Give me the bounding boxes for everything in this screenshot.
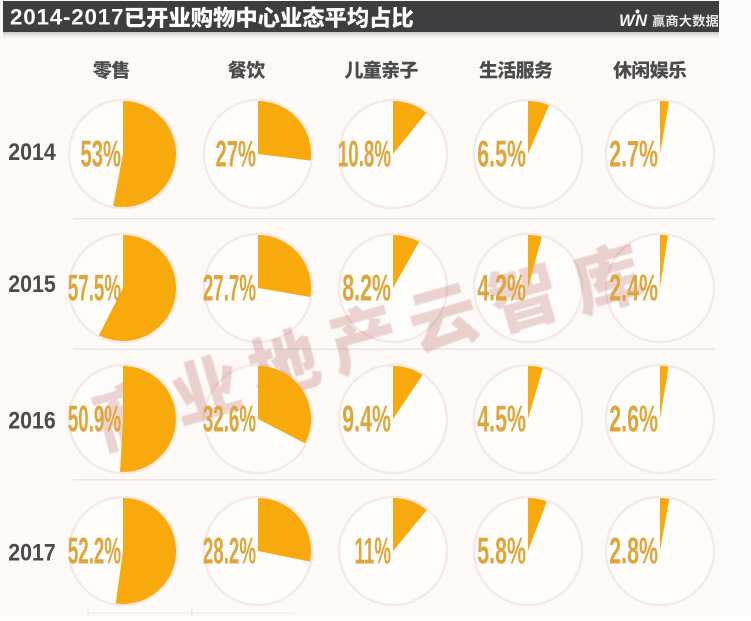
svg-text:2014: 2014 xyxy=(8,138,56,165)
svg-text:10.8%: 10.8% xyxy=(338,134,391,176)
svg-text:2016: 2016 xyxy=(8,406,55,433)
svg-text:2.6%: 2.6% xyxy=(609,398,658,440)
svg-text:53%: 53% xyxy=(80,134,121,175)
svg-text:28.2%: 28.2% xyxy=(203,531,256,573)
svg-text:4.2%: 4.2% xyxy=(477,267,526,309)
svg-text:2014-2017: 2014-2017 xyxy=(10,5,124,30)
svg-text:9.4%: 9.4% xyxy=(342,398,391,440)
svg-text:2015: 2015 xyxy=(8,270,55,297)
svg-text:2.7%: 2.7% xyxy=(609,133,658,175)
svg-text:2017: 2017 xyxy=(8,538,55,565)
svg-text:11%: 11% xyxy=(355,531,391,573)
svg-text:27.7%: 27.7% xyxy=(203,268,256,310)
svg-text:5.8%: 5.8% xyxy=(477,530,526,572)
svg-text:8.2%: 8.2% xyxy=(342,267,391,309)
svg-text:50.9%: 50.9% xyxy=(68,399,121,441)
svg-text:32.6%: 32.6% xyxy=(203,399,256,441)
svg-text:52.2%: 52.2% xyxy=(68,531,121,573)
svg-text:57.5%: 57.5% xyxy=(68,268,121,310)
svg-text:2.4%: 2.4% xyxy=(609,267,658,309)
svg-text:2.8%: 2.8% xyxy=(609,530,658,572)
svg-text:27%: 27% xyxy=(215,134,256,175)
svg-text:6.5%: 6.5% xyxy=(477,133,526,175)
svg-text:WN: WN xyxy=(619,12,648,30)
svg-text:4.5%: 4.5% xyxy=(477,398,526,440)
